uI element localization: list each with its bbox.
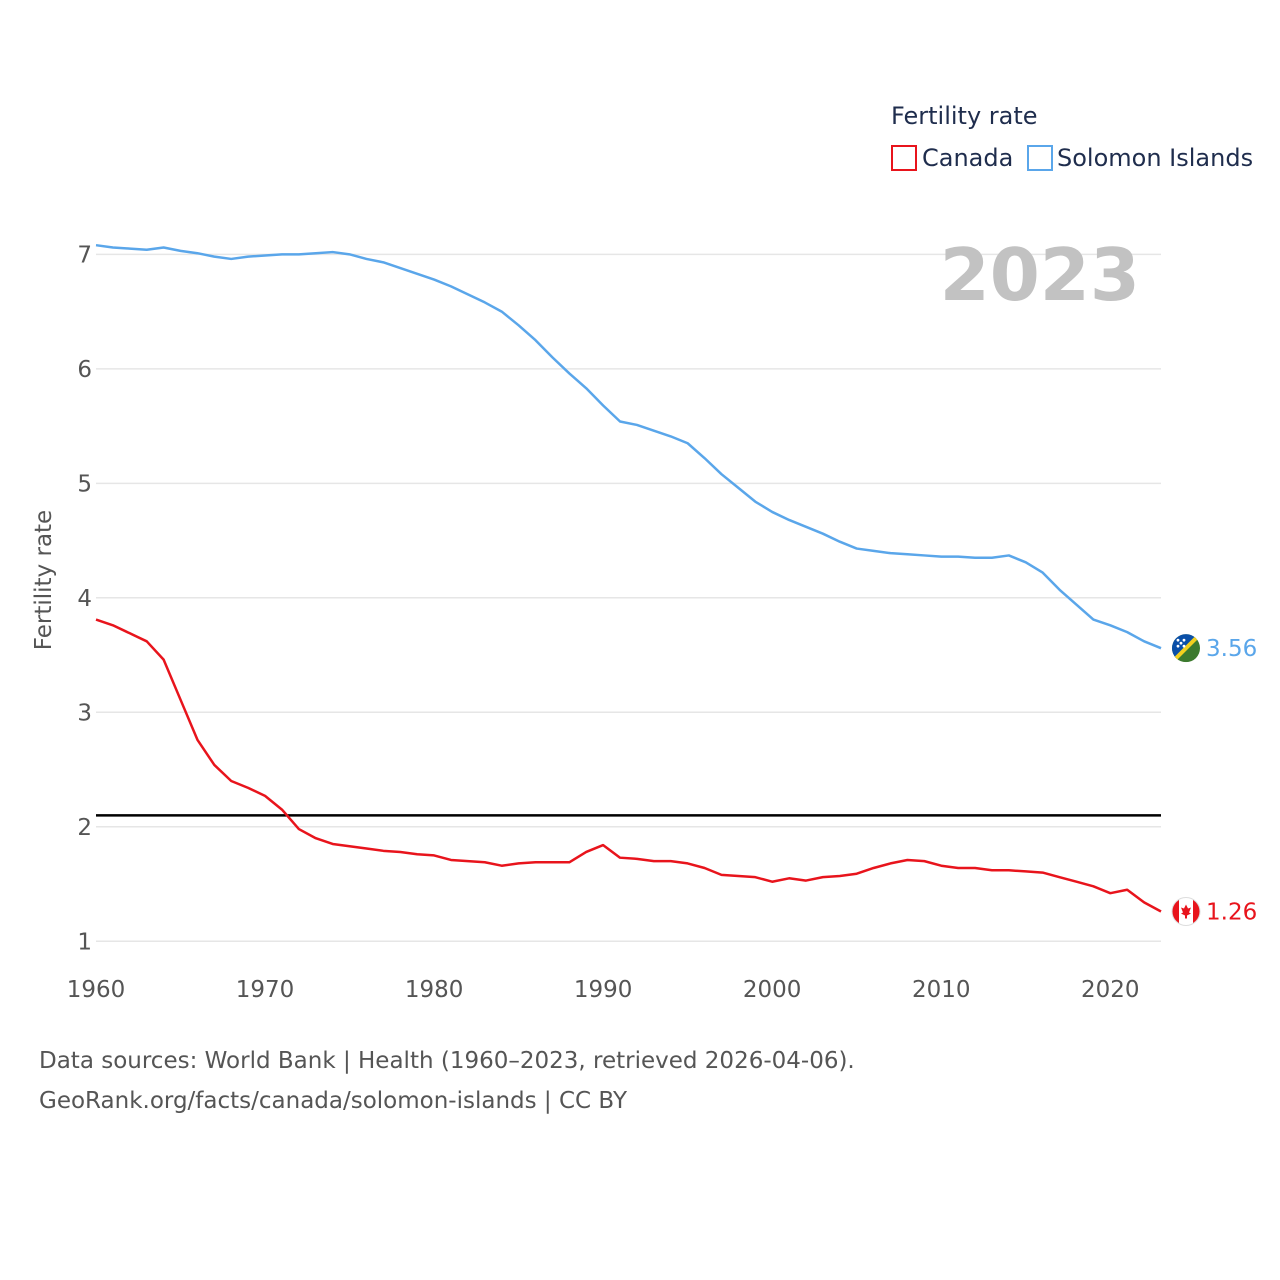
y-tick-label-6: 6 [77,357,92,383]
x-tick-label-2000: 2000 [743,977,802,1003]
y-tick-label-4: 4 [77,586,92,612]
year-label: 2023 [940,233,1140,317]
x-tick-label-1960: 1960 [67,977,126,1003]
x-tick-label-1970: 1970 [236,977,295,1003]
canada-flag-icon [1171,896,1201,926]
series-lines [95,243,1162,913]
y-tick-label-1: 1 [77,929,92,955]
legend-title: Fertility rate [891,102,1038,130]
y-axis-title: Fertility rate [31,510,57,650]
legend-label-canada: Canada [922,144,1013,172]
legend-item-solomon-islands[interactable]: Solomon Islands [1027,144,1253,172]
x-tick-label-1980: 1980 [405,977,464,1003]
y-tick-label-3: 3 [77,700,92,726]
series-line-solomon-islands [95,243,1162,650]
legend-item-canada[interactable]: Canada [891,144,1013,172]
y-tick-label-5: 5 [77,471,92,497]
legend: Fertility rate Canada Solomon Islands [891,102,1253,172]
legend-swatch-canada [891,145,917,171]
solomon-islands-end-value: 3.56 [1206,636,1257,662]
gridlines [96,253,1161,943]
solomon-islands-flag-icon [1172,634,1200,663]
y-tick-label-7: 7 [77,242,92,268]
x-tick-label-2010: 2010 [912,977,971,1003]
legend-label-solomon-islands: Solomon Islands [1057,144,1253,172]
data-source-line: Data sources: World Bank | Health (1960–… [39,1048,855,1074]
x-tick-label-2020: 2020 [1081,977,1140,1003]
canada-end-value: 1.26 [1206,899,1257,925]
legend-swatch-solomon-islands [1027,145,1053,171]
x-axis-ticks: 1960 1970 1980 1990 2000 2010 2020 [67,977,1140,1003]
series-line-canada [95,618,1162,913]
attribution-line[interactable]: GeoRank.org/facts/canada/solomon-islands… [39,1088,628,1114]
y-tick-label-2: 2 [77,815,92,841]
y-axis-ticks: 1 2 3 4 5 6 7 [77,242,92,955]
x-tick-label-1990: 1990 [574,977,633,1003]
